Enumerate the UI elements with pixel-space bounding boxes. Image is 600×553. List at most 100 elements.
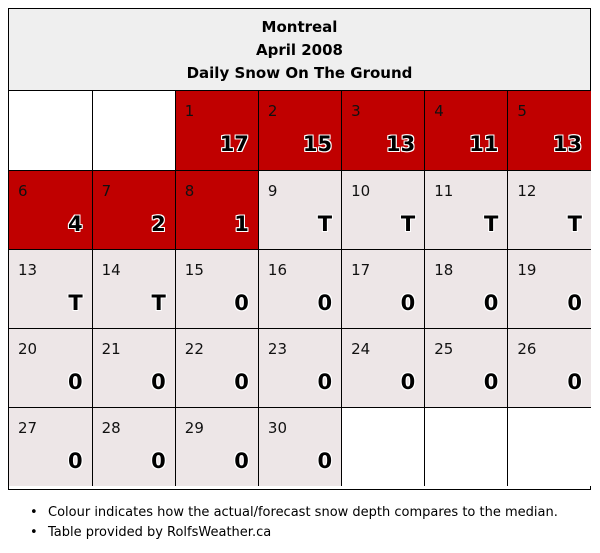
day-number: 23 bbox=[267, 339, 288, 358]
snow-depth-value: 13 bbox=[552, 132, 582, 156]
day-cell: 18 0 bbox=[424, 248, 509, 329]
snow-depth-value: 0 bbox=[151, 448, 166, 473]
snow-depth-value: 17 bbox=[219, 132, 249, 156]
snow-depth-value: 1 bbox=[234, 211, 249, 236]
day-cell: 29 0 bbox=[174, 406, 259, 486]
snow-depth-value: 0 bbox=[567, 290, 582, 315]
snow-depth-value: 13 bbox=[385, 132, 416, 156]
day-cell: 2 15 bbox=[257, 91, 343, 171]
snow-depth-value: 0 bbox=[400, 290, 416, 315]
day-cell: 27 0 bbox=[9, 406, 93, 486]
calendar-week: 6 4 7 2 8 1 9 T 10 T 11 T 12 T bbox=[9, 169, 591, 250]
note-credit: Table provided by RolfsWeather.ca bbox=[30, 523, 558, 543]
day-number: 9 bbox=[267, 181, 278, 200]
day-number: 4 bbox=[434, 102, 444, 120]
empty-cell bbox=[341, 406, 426, 486]
calendar-week: 1 17 2 15 3 13 4 11 5 13 bbox=[9, 91, 591, 171]
day-cell: 1 17 bbox=[174, 91, 259, 171]
day-cell: 30 0 bbox=[257, 406, 343, 486]
day-cell: 5 13 bbox=[507, 91, 591, 171]
day-cell: 12 T bbox=[507, 169, 591, 250]
day-number: 18 bbox=[434, 260, 454, 279]
empty-cell bbox=[91, 91, 176, 171]
calendar-week: 27 0 28 0 29 0 30 0 bbox=[9, 406, 591, 486]
calendar-grid: 1 17 2 15 3 13 4 11 5 13 6 4 7 2 8 1 9 T 10 T 11 T 12 T 13 T 14 T 15… bbox=[9, 91, 591, 486]
day-number: 20 bbox=[18, 339, 38, 358]
day-number: 3 bbox=[351, 102, 361, 120]
day-cell: 13 T bbox=[9, 248, 93, 329]
day-number: 29 bbox=[184, 418, 204, 437]
day-number: 8 bbox=[184, 181, 195, 200]
snow-depth-value: T bbox=[400, 211, 416, 236]
day-number: 22 bbox=[184, 339, 204, 358]
day-cell: 25 0 bbox=[424, 327, 509, 408]
calendar-frame: Montreal April 2008 Daily Snow On The Gr… bbox=[8, 8, 591, 490]
day-number: 17 bbox=[351, 260, 371, 279]
day-number: 13 bbox=[18, 260, 38, 279]
day-number: 28 bbox=[101, 418, 121, 437]
snow-depth-value: 11 bbox=[469, 132, 499, 156]
notes-list: Colour indicates how the actual/forecast… bbox=[30, 503, 558, 543]
day-cell: 4 11 bbox=[424, 91, 509, 171]
chart-title: Daily Snow On The Ground bbox=[186, 64, 413, 82]
snow-depth-value: 0 bbox=[68, 448, 83, 473]
day-number: 6 bbox=[18, 181, 28, 200]
snow-depth-value: 0 bbox=[68, 369, 83, 394]
day-number: 30 bbox=[267, 418, 288, 437]
day-cell: 22 0 bbox=[174, 327, 259, 408]
day-cell: 23 0 bbox=[257, 327, 343, 408]
snow-depth-value: 15 bbox=[302, 132, 333, 156]
note-colour: Colour indicates how the actual/forecast… bbox=[30, 503, 558, 523]
day-number: 12 bbox=[517, 181, 537, 200]
day-cell: 3 13 bbox=[341, 91, 426, 171]
day-number: 16 bbox=[267, 260, 288, 279]
empty-cell bbox=[424, 406, 509, 486]
snow-depth-value: 4 bbox=[68, 211, 83, 236]
snow-depth-value: 0 bbox=[234, 369, 249, 394]
snow-depth-value: T bbox=[567, 211, 582, 236]
day-number: 24 bbox=[351, 339, 371, 358]
day-cell: 10 T bbox=[341, 169, 426, 250]
day-cell: 11 T bbox=[424, 169, 509, 250]
snow-depth-value: 0 bbox=[317, 448, 333, 473]
day-number: 5 bbox=[517, 102, 527, 120]
period-title: April 2008 bbox=[256, 41, 343, 59]
day-number: 7 bbox=[101, 181, 112, 200]
snow-depth-value: 0 bbox=[234, 448, 249, 473]
calendar-week: 20 0 21 0 22 0 23 0 24 0 25 0 26 0 bbox=[9, 327, 591, 408]
snow-depth-value: 2 bbox=[151, 211, 166, 236]
snow-depth-value: 0 bbox=[400, 369, 416, 394]
snow-depth-value: T bbox=[151, 290, 166, 315]
snow-depth-value: 0 bbox=[317, 290, 333, 315]
day-number: 10 bbox=[351, 181, 371, 200]
day-number: 11 bbox=[434, 181, 454, 200]
empty-cell bbox=[9, 91, 93, 171]
day-number: 19 bbox=[517, 260, 537, 279]
day-number: 14 bbox=[101, 260, 121, 279]
snow-depth-value: 0 bbox=[483, 290, 499, 315]
day-number: 27 bbox=[18, 418, 38, 437]
snow-depth-value: 0 bbox=[483, 369, 499, 394]
calendar-header: Montreal April 2008 Daily Snow On The Gr… bbox=[9, 9, 590, 91]
snow-depth-value: 0 bbox=[317, 369, 333, 394]
snow-depth-value: 0 bbox=[234, 290, 249, 315]
snow-depth-value: T bbox=[68, 290, 83, 315]
day-cell: 20 0 bbox=[9, 327, 93, 408]
day-cell: 19 0 bbox=[507, 248, 591, 329]
day-number: 1 bbox=[184, 102, 195, 120]
day-number: 21 bbox=[101, 339, 121, 358]
city-title: Montreal bbox=[261, 18, 338, 36]
snow-depth-value: T bbox=[484, 211, 499, 236]
calendar-week: 13 T 14 T 15 0 16 0 17 0 18 0 19 0 bbox=[9, 248, 591, 329]
day-number: 15 bbox=[184, 260, 204, 279]
snow-depth-value: 0 bbox=[151, 369, 166, 394]
day-cell: 14 T bbox=[91, 248, 176, 329]
day-cell: 26 0 bbox=[507, 327, 591, 408]
day-cell: 15 0 bbox=[174, 248, 259, 329]
empty-cell bbox=[507, 406, 591, 486]
day-cell: 24 0 bbox=[341, 327, 426, 408]
